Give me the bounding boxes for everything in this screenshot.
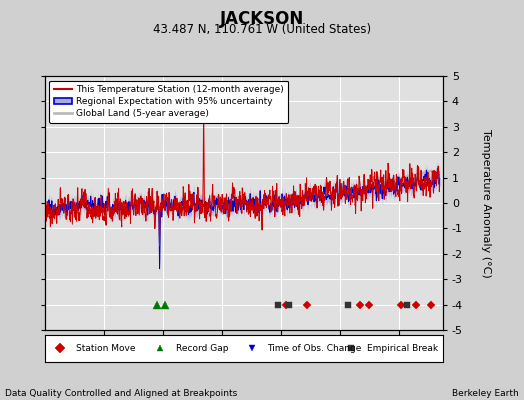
Legend: This Temperature Station (12-month average), Regional Expectation with 95% uncer: This Temperature Station (12-month avera… [49,80,288,123]
Text: 43.487 N, 110.761 W (United States): 43.487 N, 110.761 W (United States) [153,23,371,36]
Text: Berkeley Earth: Berkeley Earth [452,389,519,398]
Y-axis label: Temperature Anomaly (°C): Temperature Anomaly (°C) [481,129,491,277]
Text: Station Move: Station Move [77,344,136,353]
Text: Data Quality Controlled and Aligned at Breakpoints: Data Quality Controlled and Aligned at B… [5,389,237,398]
Text: Time of Obs. Change: Time of Obs. Change [268,344,362,353]
Text: Record Gap: Record Gap [176,344,228,353]
Text: JACKSON: JACKSON [220,10,304,28]
Text: Empirical Break: Empirical Break [367,344,438,353]
